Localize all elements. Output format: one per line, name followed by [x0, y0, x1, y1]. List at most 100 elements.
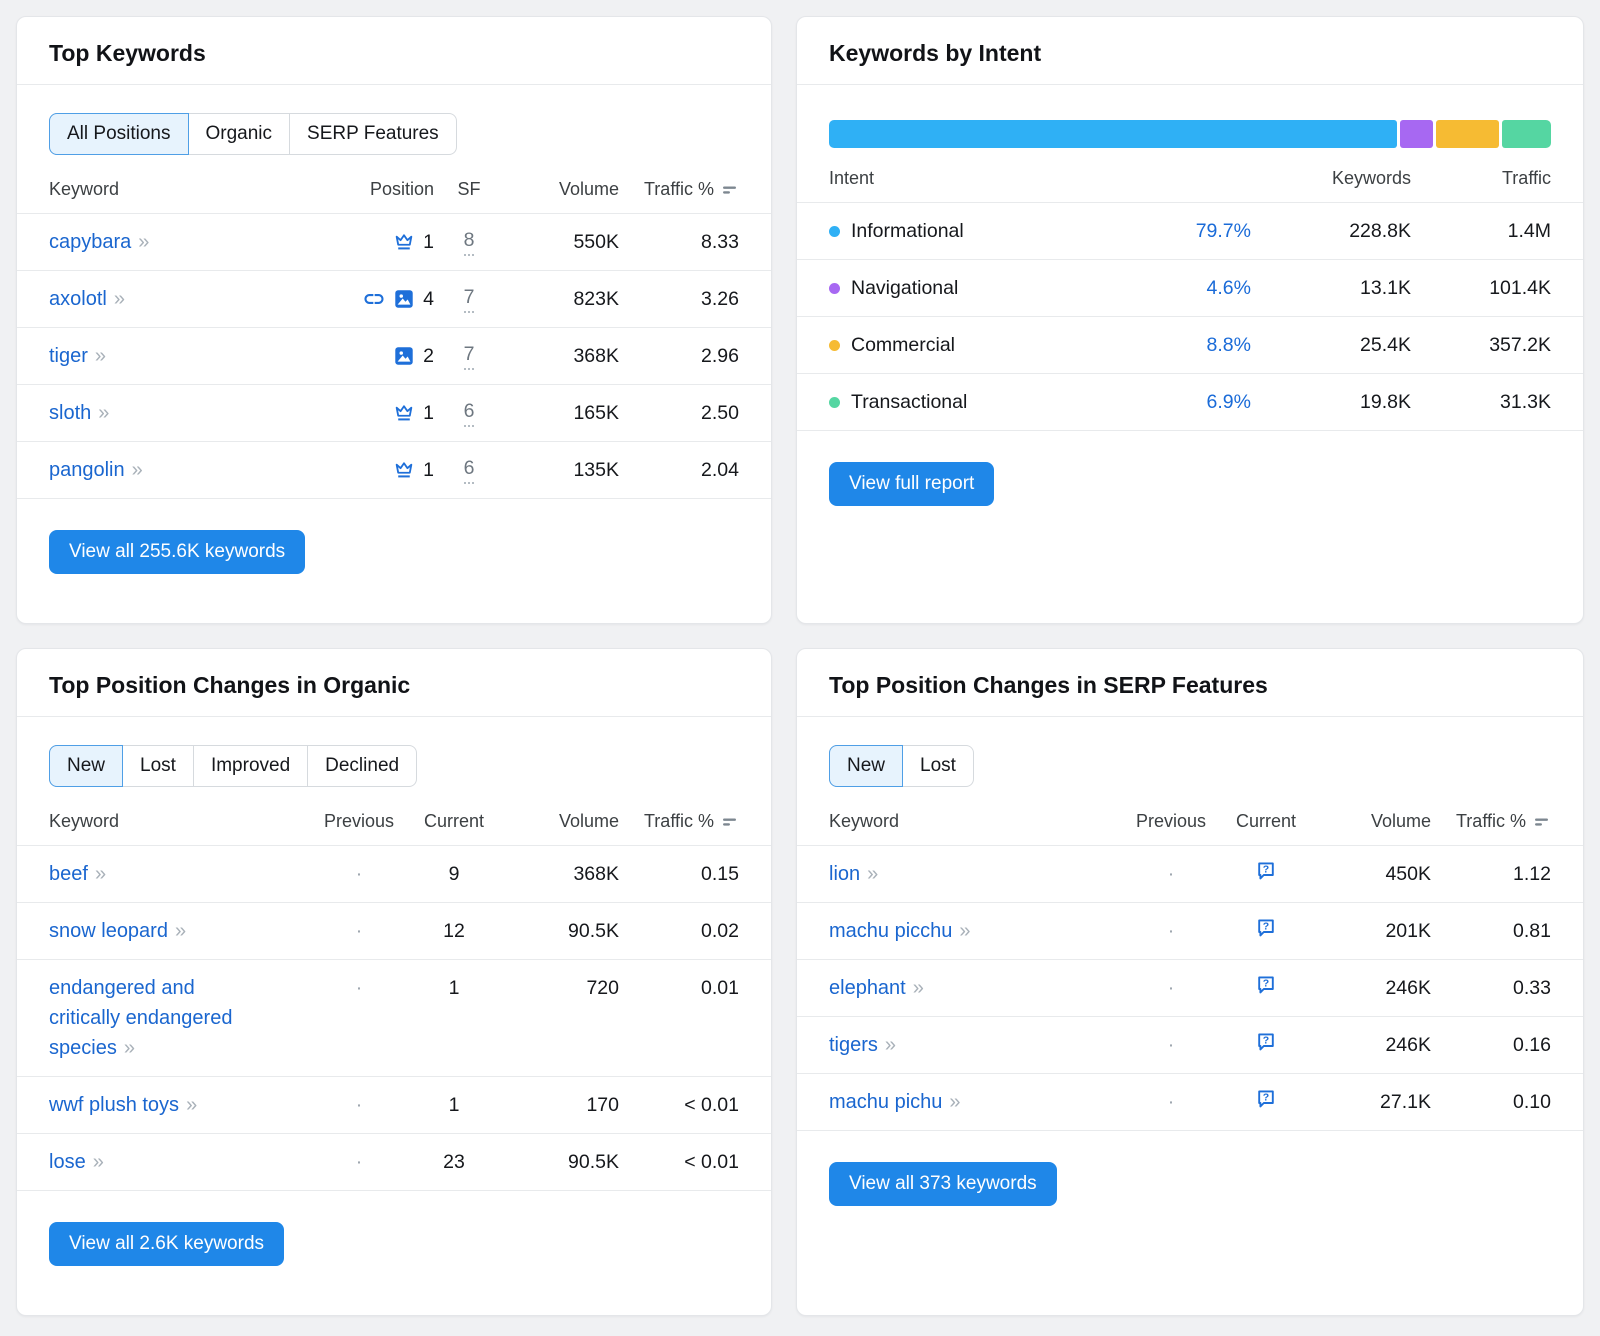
- tab-lost[interactable]: Lost: [920, 755, 956, 776]
- divider: [17, 716, 771, 717]
- sitelink-icon: [363, 288, 385, 310]
- keyword-link[interactable]: pangolin: [49, 459, 125, 481]
- view-all-keywords-button[interactable]: View all 255.6K keywords: [49, 530, 306, 574]
- keyword-link[interactable]: beef: [49, 863, 88, 885]
- volume-value: 27.1K: [1380, 1091, 1431, 1113]
- table-row: pangolin » 1 6 135K 2.04: [17, 442, 771, 499]
- featured-snippet-crown-icon: [393, 231, 415, 253]
- sf-value[interactable]: 6: [463, 455, 475, 484]
- volume-value: 90.5K: [568, 920, 619, 942]
- keyword-link[interactable]: axolotl: [49, 288, 107, 310]
- keyword-link[interactable]: sloth: [49, 402, 92, 424]
- col-header-previous: Previous: [1135, 811, 1207, 831]
- tab-lost[interactable]: Lost: [123, 746, 194, 786]
- svg-text:?: ?: [1263, 978, 1269, 990]
- table-header: Keyword Position SF Volume Traffic %: [17, 171, 771, 214]
- keyword-link[interactable]: machu pichu: [829, 1091, 943, 1113]
- volume-value: 823K: [573, 288, 619, 310]
- intent-percent-link[interactable]: 4.6%: [1206, 277, 1251, 299]
- view-all-keywords-button[interactable]: View all 2.6K keywords: [49, 1222, 285, 1266]
- intent-label: Navigational: [851, 277, 959, 299]
- keyword-link[interactable]: wwf plush toys: [49, 1094, 180, 1116]
- keyword-link[interactable]: lion: [829, 863, 861, 885]
- volume-value: 246K: [1385, 977, 1431, 999]
- traffic-value: 3.26: [701, 288, 739, 310]
- tab-organic[interactable]: Organic: [189, 114, 291, 154]
- chevron-double-icon: »: [912, 977, 924, 999]
- keyword-link[interactable]: capybara: [49, 231, 132, 253]
- keyword-link[interactable]: elephant: [829, 977, 906, 999]
- col-header-current: Current: [423, 811, 485, 831]
- top-keywords-panel: Top Keywords All Positions Organic SERP …: [16, 16, 772, 624]
- keywords-count-value: 25.4K: [1360, 334, 1411, 356]
- table-row: tigers » · ? 246K 0.16: [797, 1017, 1583, 1074]
- col-header-traffic: Traffic: [1501, 168, 1551, 188]
- keyword-link[interactable]: tigers: [829, 1034, 878, 1056]
- current-position-value: 23: [443, 1151, 465, 1173]
- previous-position-dot: ·: [355, 1151, 363, 1173]
- sort-descending-icon[interactable]: [721, 815, 739, 829]
- keyword-link[interactable]: tiger: [49, 345, 88, 367]
- keywords-by-intent-panel: Keywords by Intent Intent Keywords Traff…: [796, 16, 1584, 624]
- traffic-value: 1.4M: [1507, 220, 1551, 242]
- chevron-double-icon: »: [174, 920, 187, 942]
- volume-value: 135K: [573, 459, 619, 481]
- tab-serp-features[interactable]: SERP Features: [307, 123, 439, 144]
- intent-percent-link[interactable]: 79.7%: [1195, 220, 1251, 242]
- col-header-current: Current: [1235, 811, 1297, 831]
- tab-all-positions[interactable]: All Positions: [49, 113, 189, 155]
- volume-value: 450K: [1385, 863, 1431, 885]
- chevron-double-icon: »: [98, 402, 110, 424]
- traffic-value: 2.50: [701, 402, 739, 424]
- tabs-container: All Positions Organic SERP Features: [17, 85, 771, 171]
- intent-percent-link[interactable]: 6.9%: [1206, 391, 1251, 413]
- sf-value[interactable]: 7: [463, 341, 475, 370]
- view-full-report-button[interactable]: View full report: [829, 462, 995, 506]
- chevron-double-icon: »: [131, 459, 143, 481]
- sf-value[interactable]: 6: [463, 398, 475, 427]
- tab-improved[interactable]: Improved: [194, 746, 309, 786]
- svg-text:?: ?: [1263, 864, 1269, 876]
- keywords-count-value: 228.8K: [1349, 220, 1411, 242]
- table-row: Transactional 6.9% 19.8K 31.3K: [797, 374, 1583, 431]
- serp-changes-panel: Top Position Changes in SERP Features Ne…: [796, 648, 1584, 1316]
- sort-descending-icon[interactable]: [721, 183, 739, 197]
- chevron-double-icon: »: [959, 920, 971, 942]
- keyword-link[interactable]: lose: [49, 1151, 86, 1173]
- tab-declined[interactable]: Declined: [325, 755, 400, 776]
- tab-new[interactable]: New: [48, 745, 124, 787]
- table-row: machu picchu » · ? 201K 0.81: [797, 903, 1583, 960]
- table-row: endangered and critically endangered spe…: [17, 960, 771, 1077]
- table-header: Intent Keywords Traffic: [797, 160, 1583, 203]
- keyword-link[interactable]: machu picchu: [829, 920, 953, 942]
- volume-value: 170: [586, 1094, 619, 1116]
- intent-percent-link[interactable]: 8.8%: [1206, 334, 1251, 356]
- view-all-keywords-button[interactable]: View all 373 keywords: [829, 1162, 1057, 1206]
- intent-label: Commercial: [851, 334, 956, 356]
- keyword-link[interactable]: snow leopard: [49, 920, 168, 942]
- position-value: 2: [423, 345, 434, 367]
- image-pack-icon: [393, 288, 415, 310]
- intent-bar-segment-navigational[interactable]: [1400, 120, 1434, 148]
- intent-bar-segment-informational[interactable]: [829, 120, 1398, 148]
- chevron-double-icon: »: [949, 1091, 961, 1113]
- chevron-double-icon: »: [138, 231, 150, 253]
- previous-position-dot: ·: [1167, 863, 1175, 885]
- position-value: 4: [423, 288, 434, 310]
- col-header-volume: Volume: [1370, 811, 1431, 831]
- volume-value: 368K: [573, 345, 619, 367]
- chevron-double-icon: »: [884, 1034, 897, 1056]
- intent-bar-segment-transactional[interactable]: [1501, 120, 1552, 148]
- traffic-value: 0.16: [1513, 1034, 1551, 1056]
- sort-descending-icon[interactable]: [1533, 815, 1551, 829]
- tabs-container: New Lost Improved Declined: [17, 717, 771, 803]
- sf-value[interactable]: 8: [463, 227, 475, 256]
- sf-value[interactable]: 7: [463, 284, 475, 313]
- intent-bar-segment-commercial[interactable]: [1436, 120, 1499, 148]
- volume-value: 550K: [573, 231, 619, 253]
- col-header-keyword: Keyword: [829, 811, 900, 831]
- tab-new[interactable]: New: [828, 745, 904, 787]
- traffic-value: 0.81: [1513, 920, 1551, 942]
- keyword-link[interactable]: endangered and critically endangered spe…: [49, 977, 233, 1059]
